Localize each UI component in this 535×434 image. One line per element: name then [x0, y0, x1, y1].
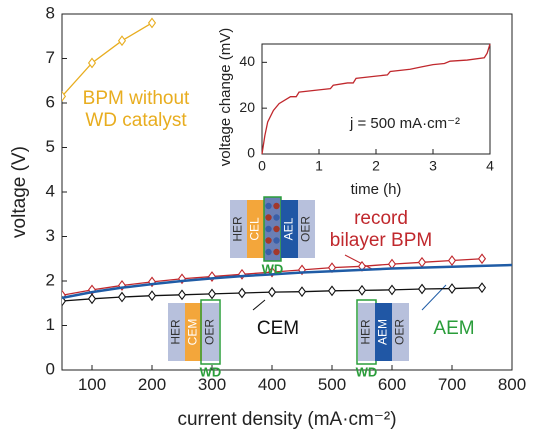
device-layer	[392, 303, 409, 361]
wd-label: WD	[356, 364, 378, 379]
y-tick-label: 3	[46, 226, 55, 245]
callout	[252, 299, 266, 311]
y-tick-label: 0	[247, 145, 255, 161]
marker	[267, 286, 277, 298]
series-label: record bilayer BPM	[329, 208, 433, 251]
marker	[62, 90, 67, 102]
device-layer	[185, 303, 202, 361]
marker	[147, 290, 157, 302]
marker	[297, 286, 307, 298]
marker	[447, 255, 457, 266]
wd-dot	[273, 202, 280, 210]
x-tick-label: 0	[258, 157, 266, 173]
inset-x-label: time (h)	[351, 181, 402, 198]
y-tick-label: 40	[239, 53, 255, 69]
device-layer-label: CEM	[186, 319, 200, 346]
device-layer	[375, 303, 392, 361]
y-tick-label: 2	[46, 270, 55, 289]
wd-frame	[200, 299, 221, 365]
marker	[387, 284, 397, 296]
device-layer-label: OER	[393, 319, 407, 345]
marker	[477, 282, 487, 294]
device-layer	[247, 200, 264, 258]
series-line	[62, 22, 153, 97]
device-layer	[281, 200, 298, 258]
series-line	[62, 263, 512, 300]
inset-annotation: j = 500 mA·cm⁻²	[349, 115, 460, 132]
marker	[177, 289, 187, 301]
wd-label: WD	[200, 364, 222, 379]
marker	[417, 283, 427, 295]
x-tick-label: 500	[318, 375, 346, 394]
x-tick-label: 3	[429, 157, 437, 173]
marker	[237, 287, 247, 299]
wd-dot	[265, 214, 272, 221]
series-label: AEM	[433, 318, 475, 339]
y-tick-label: 1	[46, 315, 55, 334]
wd-dot	[273, 225, 280, 233]
x-tick-label: 400	[258, 375, 286, 394]
marker	[117, 291, 127, 303]
x-tick-label: 1	[315, 157, 323, 173]
device-layer-label: OER	[203, 319, 217, 345]
device-layer-label: HER	[231, 216, 245, 242]
marker	[87, 57, 97, 69]
device-layer	[298, 200, 315, 258]
inset-y-label: voltage change (mV)	[217, 28, 234, 166]
device-layer-label: OER	[299, 216, 313, 242]
marker	[327, 285, 337, 297]
device-layer	[168, 303, 185, 361]
device-layer-label: HER	[169, 319, 183, 345]
y-tick-label: 7	[46, 48, 55, 67]
marker	[477, 253, 487, 265]
series-group	[261, 43, 491, 155]
device-layer	[358, 303, 375, 361]
marker	[357, 284, 367, 296]
inset-bg	[262, 38, 490, 154]
wd-dot	[265, 237, 272, 244]
y-tick-label: 20	[239, 99, 255, 115]
marker	[117, 35, 127, 47]
x-tick-label: 700	[438, 375, 466, 394]
marker	[147, 17, 157, 29]
wd-dot	[273, 248, 280, 256]
marker	[447, 283, 457, 294]
device-layer	[202, 303, 219, 361]
x-tick-label: 200	[138, 375, 166, 394]
callout	[344, 254, 373, 270]
series-label: BPM without WD catalyst	[82, 88, 190, 131]
x-tick-label: 600	[378, 375, 406, 394]
x-tick-label: 800	[498, 375, 526, 394]
x-tick-label: 100	[78, 375, 106, 394]
y-axis-label: voltage (V)	[9, 146, 30, 238]
device-layer-label: AEL	[282, 217, 296, 240]
y-tick-label: 8	[46, 3, 55, 22]
x-axis-label: current density (mA·cm⁻²)	[177, 409, 396, 430]
y-tick-label: 5	[46, 137, 55, 156]
series-line	[261, 43, 491, 155]
x-tick-label: 4	[486, 157, 494, 173]
device-layer-label: CEL	[248, 217, 262, 241]
series-group	[62, 17, 512, 307]
wd-dot	[273, 214, 280, 221]
y-tick-label: 0	[46, 359, 55, 378]
marker	[207, 288, 217, 300]
x-tick-label: 2	[372, 157, 380, 173]
marker	[87, 293, 97, 305]
wd-dot	[273, 237, 280, 244]
wd-dot	[265, 248, 272, 256]
wd-label: WD	[262, 261, 284, 276]
wd-dot	[265, 202, 272, 210]
x-tick-label: 300	[198, 375, 226, 394]
y-tick-label: 6	[46, 92, 55, 111]
series-label: CEM	[256, 318, 300, 339]
device-layer-label: HER	[359, 319, 373, 345]
marker	[417, 256, 427, 268]
device-layer	[230, 200, 247, 258]
y-tick-label: 4	[46, 181, 55, 200]
wd-dot	[265, 225, 272, 233]
device-layer-label: AEM	[376, 319, 390, 345]
